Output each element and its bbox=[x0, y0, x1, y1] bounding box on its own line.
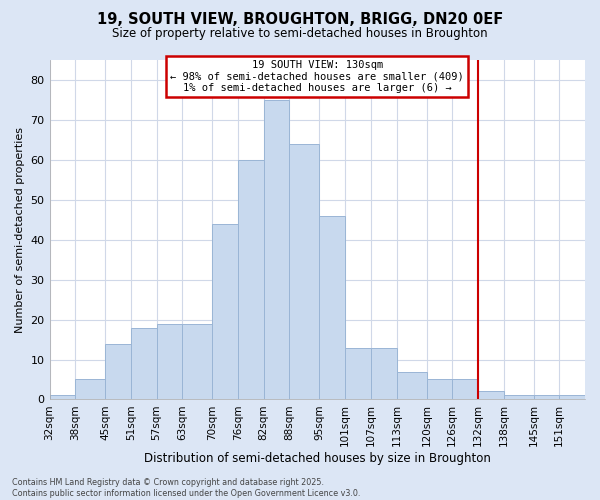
Bar bbox=[289, 144, 319, 400]
Bar bbox=[238, 160, 264, 400]
Bar bbox=[157, 324, 182, 400]
Text: Size of property relative to semi-detached houses in Broughton: Size of property relative to semi-detach… bbox=[112, 28, 488, 40]
Y-axis label: Number of semi-detached properties: Number of semi-detached properties bbox=[15, 126, 25, 332]
Bar bbox=[503, 396, 533, 400]
Bar bbox=[533, 396, 559, 400]
Bar bbox=[212, 224, 238, 400]
Text: 19 SOUTH VIEW: 130sqm
← 98% of semi-detached houses are smaller (409)
1% of semi: 19 SOUTH VIEW: 130sqm ← 98% of semi-deta… bbox=[170, 60, 464, 93]
Bar bbox=[397, 372, 427, 400]
Bar bbox=[452, 380, 478, 400]
Bar bbox=[50, 396, 75, 400]
Bar bbox=[559, 396, 585, 400]
Bar bbox=[182, 324, 212, 400]
Bar bbox=[105, 344, 131, 400]
Bar bbox=[345, 348, 371, 400]
Bar bbox=[264, 100, 289, 400]
Text: 19, SOUTH VIEW, BROUGHTON, BRIGG, DN20 0EF: 19, SOUTH VIEW, BROUGHTON, BRIGG, DN20 0… bbox=[97, 12, 503, 28]
Bar bbox=[427, 380, 452, 400]
Bar bbox=[371, 348, 397, 400]
Text: Contains HM Land Registry data © Crown copyright and database right 2025.
Contai: Contains HM Land Registry data © Crown c… bbox=[12, 478, 361, 498]
X-axis label: Distribution of semi-detached houses by size in Broughton: Distribution of semi-detached houses by … bbox=[144, 452, 491, 465]
Bar bbox=[131, 328, 157, 400]
Bar bbox=[319, 216, 345, 400]
Bar bbox=[478, 392, 503, 400]
Bar bbox=[75, 380, 105, 400]
